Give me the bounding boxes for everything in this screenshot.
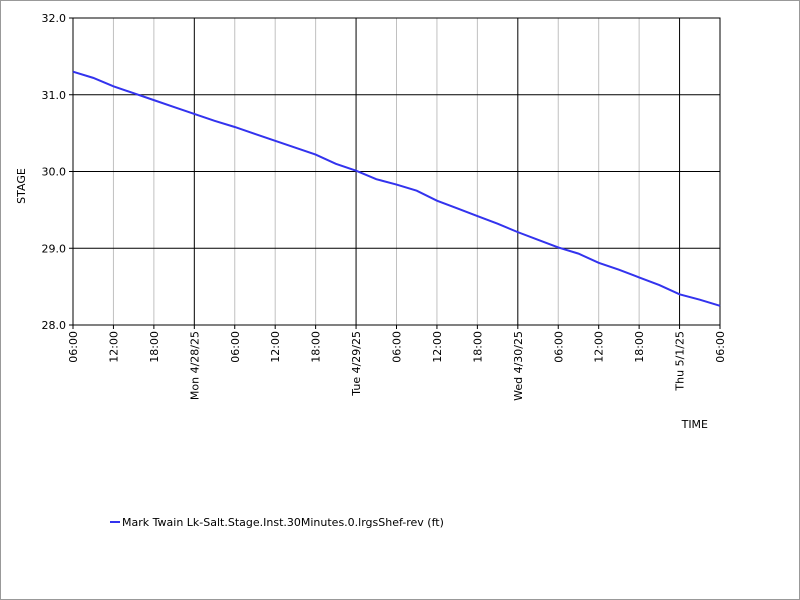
x-tick-label: Mon 4/28/25 (188, 331, 201, 400)
x-tick-label: 06:00 (552, 331, 565, 363)
data-line (72, 70, 721, 307)
y-tick-label: 31.0 (42, 89, 67, 102)
x-tick-label: 12:00 (593, 331, 606, 363)
x-tick-label: Wed 4/30/25 (512, 331, 525, 401)
y-axis-label: STAGE (15, 168, 28, 204)
x-tick-label: Thu 5/1/25 (674, 331, 687, 392)
y-tick-label: 30.0 (42, 166, 67, 179)
x-axis-label: TIME (681, 418, 708, 431)
x-tick-label: 12:00 (431, 331, 444, 363)
x-tick-label: 06:00 (714, 331, 727, 363)
legend-label: Mark Twain Lk-Salt.Stage.Inst.30Minutes.… (122, 516, 444, 529)
x-tick-label: Tue 4/29/25 (350, 331, 363, 397)
y-tick-label: 29.0 (42, 242, 67, 255)
y-tick-label: 28.0 (42, 319, 67, 332)
plot-border (72, 17, 721, 326)
x-tick-label: 18:00 (148, 331, 161, 363)
x-tick-label: 12:00 (269, 331, 282, 363)
x-tick-label: 06:00 (391, 331, 404, 363)
x-tick-label: 12:00 (107, 331, 120, 363)
x-tick-label: 18:00 (310, 331, 323, 363)
x-tick-label: 06:00 (67, 331, 80, 363)
x-tick-label: 18:00 (471, 331, 484, 363)
x-tick-label: 06:00 (229, 331, 242, 363)
y-tick-label: 32.0 (42, 12, 67, 25)
x-tick-label: 18:00 (633, 331, 646, 363)
